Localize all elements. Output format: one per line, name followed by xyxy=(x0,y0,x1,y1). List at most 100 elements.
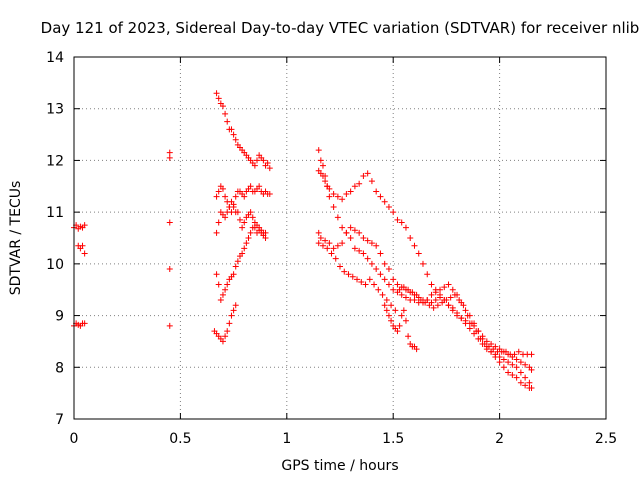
data-point xyxy=(500,356,507,363)
data-point xyxy=(349,273,356,280)
data-point xyxy=(236,216,243,223)
data-point xyxy=(317,157,324,164)
chart-title: Day 121 of 2023, Sidereal Day-to-day VTE… xyxy=(41,19,640,37)
data-point xyxy=(445,302,452,309)
data-point xyxy=(228,126,235,133)
data-point xyxy=(339,224,346,231)
data-point xyxy=(360,172,367,179)
y-tick-label: 10 xyxy=(46,257,64,273)
data-point xyxy=(232,193,239,200)
data-point xyxy=(266,191,273,198)
data-point xyxy=(215,95,222,102)
data-point xyxy=(224,118,231,125)
y-axis-label: SDTVAR / TECUs xyxy=(8,181,24,296)
data-point xyxy=(166,219,173,226)
data-point xyxy=(443,297,450,304)
data-point xyxy=(385,266,392,273)
series-track-i xyxy=(211,302,239,345)
data-point xyxy=(424,271,431,278)
data-point xyxy=(396,322,403,329)
x-tick-label: 1.5 xyxy=(382,431,404,447)
data-point xyxy=(219,185,226,192)
data-point xyxy=(464,312,471,319)
data-point xyxy=(377,193,384,200)
data-point xyxy=(249,224,256,231)
data-point xyxy=(390,276,397,283)
data-point xyxy=(377,250,384,257)
data-point xyxy=(239,224,246,231)
data-point xyxy=(345,271,352,278)
data-point xyxy=(515,348,522,355)
data-point xyxy=(266,165,273,172)
data-point xyxy=(79,242,86,249)
y-tick-label: 7 xyxy=(55,412,64,428)
data-point xyxy=(315,147,322,154)
data-point xyxy=(426,302,433,309)
data-point xyxy=(324,245,331,252)
data-point xyxy=(460,302,467,309)
x-tick-label: 1 xyxy=(282,431,291,447)
data-point xyxy=(439,299,446,306)
x-axis-label: GPS time / hours xyxy=(281,458,398,474)
data-point xyxy=(373,242,380,249)
data-point xyxy=(390,209,397,216)
data-point xyxy=(347,224,354,231)
series-track-h xyxy=(213,219,269,304)
data-point xyxy=(383,297,390,304)
series-track-b xyxy=(75,242,88,257)
data-point xyxy=(241,193,248,200)
data-point xyxy=(409,289,416,296)
data-point xyxy=(445,281,452,288)
data-point xyxy=(485,343,492,350)
data-point xyxy=(81,222,88,229)
data-point xyxy=(219,103,226,110)
data-point xyxy=(400,307,407,314)
data-point xyxy=(434,302,441,309)
data-point xyxy=(528,351,535,358)
data-point xyxy=(413,346,420,353)
data-point xyxy=(385,203,392,210)
data-point xyxy=(328,250,335,257)
data-point xyxy=(522,374,529,381)
data-point xyxy=(166,154,173,161)
data-point xyxy=(381,198,388,205)
data-point xyxy=(315,229,322,236)
data-point xyxy=(379,291,386,298)
data-point xyxy=(385,281,392,288)
data-point xyxy=(432,297,439,304)
data-point xyxy=(428,281,435,288)
data-point xyxy=(226,320,233,327)
data-point xyxy=(262,235,269,241)
data-point xyxy=(473,328,480,335)
data-point xyxy=(415,250,422,257)
data-point xyxy=(513,364,520,371)
data-point xyxy=(398,219,405,226)
data-point xyxy=(490,346,497,353)
data-point xyxy=(260,157,267,164)
data-point xyxy=(398,291,405,298)
data-point xyxy=(398,312,405,319)
data-point xyxy=(388,317,395,324)
data-point xyxy=(228,198,235,205)
data-point xyxy=(315,240,322,247)
data-point xyxy=(526,379,533,386)
data-point xyxy=(319,242,326,249)
data-point xyxy=(368,178,375,185)
data-point xyxy=(330,245,337,252)
data-point xyxy=(247,229,254,236)
data-point xyxy=(513,374,520,381)
data-point xyxy=(394,328,401,335)
data-point xyxy=(234,209,241,216)
data-point xyxy=(232,302,239,309)
data-point xyxy=(230,271,237,278)
data-point xyxy=(326,193,333,200)
data-point xyxy=(232,136,239,143)
data-point xyxy=(247,183,254,190)
data-point xyxy=(437,294,444,301)
data-point xyxy=(224,328,231,335)
data-points xyxy=(71,90,535,391)
data-point xyxy=(496,359,503,366)
data-point xyxy=(400,284,407,291)
